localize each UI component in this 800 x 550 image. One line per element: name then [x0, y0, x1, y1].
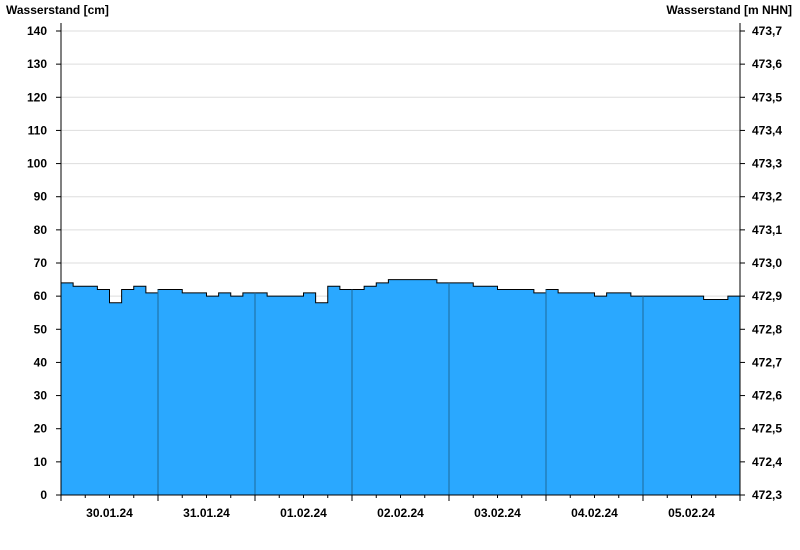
- left-tick-label: 110: [28, 123, 48, 137]
- right-tick-label: 473,2: [752, 190, 782, 204]
- left-tick-label: 80: [34, 223, 48, 237]
- right-tick-label: 472,6: [752, 389, 782, 403]
- left-tick-label: 90: [34, 190, 48, 204]
- right-tick-label: 473,3: [752, 157, 782, 171]
- right-tick-label: 473,0: [752, 256, 782, 270]
- right-axis-title: Wasserstand [m NHN]: [666, 3, 792, 17]
- right-tick-label: 473,6: [752, 57, 782, 71]
- right-tick-label: 473,4: [752, 123, 782, 137]
- left-tick-label: 30: [34, 389, 48, 403]
- right-tick-label: 473,1: [752, 223, 782, 237]
- x-tick-label: 31.01.24: [183, 506, 230, 520]
- x-tick-label: 03.02.24: [474, 506, 521, 520]
- left-tick-label: 10: [34, 455, 48, 469]
- water-level-area: [61, 279, 740, 495]
- x-tick-label: 01.02.24: [280, 506, 327, 520]
- axes: 0 472,3 10 472,4 20 472,5 30 472,6 40 472,7 50 472,…: [27, 23, 782, 520]
- right-tick-label: 472,3: [752, 488, 782, 502]
- right-tick-label: 473,7: [752, 24, 782, 38]
- x-tick-label: 30.01.24: [86, 506, 133, 520]
- left-tick-label: 60: [34, 289, 48, 303]
- data-area: [61, 279, 741, 495]
- left-tick-label: 70: [34, 256, 48, 270]
- right-tick-label: 472,5: [752, 422, 782, 436]
- x-tick-label: 02.02.24: [377, 506, 424, 520]
- left-tick-label: 40: [34, 355, 48, 369]
- left-tick-label: 130: [27, 57, 47, 71]
- right-tick-label: 472,7: [752, 355, 782, 369]
- x-tick-label: 04.02.24: [571, 506, 618, 520]
- right-tick-label: 472,8: [752, 322, 782, 336]
- left-tick-label: 100: [27, 157, 47, 171]
- right-tick-label: 472,9: [752, 289, 782, 303]
- left-tick-label: 140: [27, 24, 47, 38]
- left-tick-label: 20: [34, 422, 48, 436]
- right-tick-label: 472,4: [752, 455, 782, 469]
- right-tick-label: 473,5: [752, 90, 782, 104]
- left-axis-title: Wasserstand [cm]: [6, 3, 109, 17]
- left-tick-label: 0: [40, 488, 47, 502]
- x-tick-label: 05.02.24: [668, 506, 715, 520]
- left-tick-label: 50: [34, 322, 48, 336]
- left-tick-label: 120: [27, 90, 47, 104]
